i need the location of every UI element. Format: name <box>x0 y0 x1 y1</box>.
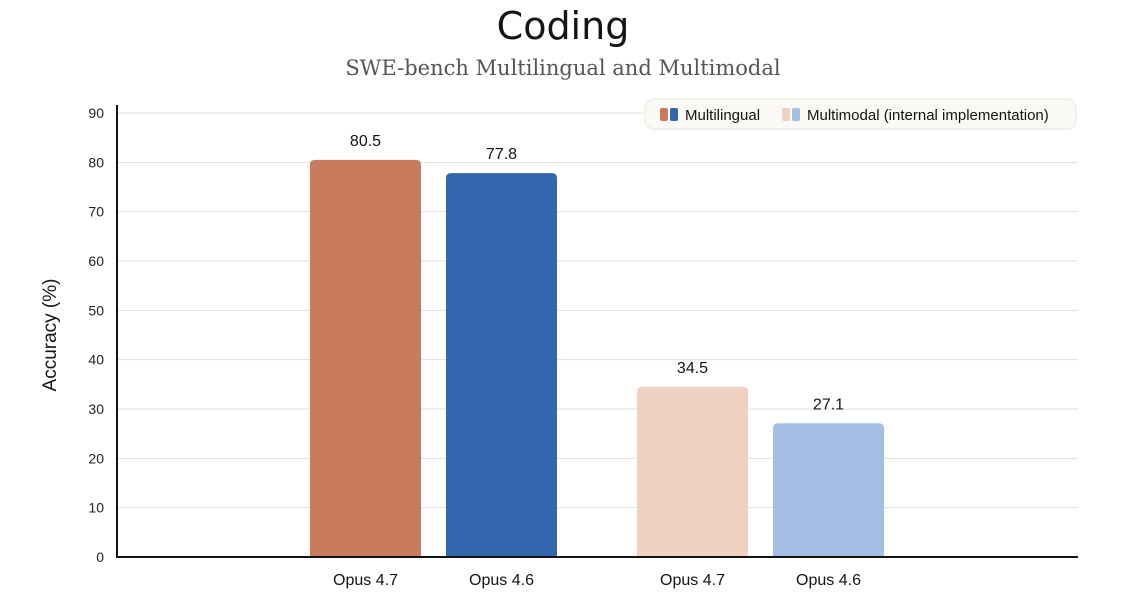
y-tick-label: 10 <box>88 500 104 516</box>
data-label: 80.5 <box>350 133 381 150</box>
y-tick-label: 40 <box>88 352 104 368</box>
legend <box>644 98 1077 130</box>
y-tick-label: 50 <box>88 302 104 318</box>
legend-swatch <box>782 108 790 121</box>
y-axis-label: Accuracy (%) <box>40 279 61 392</box>
legend-label: Multilingual <box>685 107 760 124</box>
bar <box>773 423 884 557</box>
x-tick-label: Opus 4.6 <box>469 572 534 589</box>
data-label: 77.8 <box>486 146 517 163</box>
legend-swatch <box>792 108 800 121</box>
data-label: 27.1 <box>813 396 844 413</box>
chart-title: Coding <box>496 4 630 48</box>
y-tick-label: 30 <box>88 401 104 417</box>
y-tick-label: 70 <box>88 204 104 220</box>
x-tick-label: Opus 4.7 <box>333 572 398 589</box>
data-label: 34.5 <box>677 360 708 377</box>
x-tick-label: Opus 4.7 <box>660 572 725 589</box>
y-tick-label: 0 <box>96 549 104 565</box>
bar <box>310 159 421 557</box>
y-tick-label: 90 <box>88 105 104 121</box>
legend-swatch <box>670 108 678 121</box>
y-tick-label: 60 <box>88 253 104 269</box>
bar <box>446 173 557 558</box>
legend-swatch <box>660 108 668 121</box>
legend-label: Multimodal (internal implementation) <box>807 107 1049 124</box>
chart-subtitle: SWE-bench Multilingual and Multimodal <box>345 56 781 80</box>
y-tick-label: 20 <box>88 450 104 466</box>
bar <box>637 386 748 557</box>
y-tick-label: 80 <box>88 154 104 170</box>
x-tick-label: Opus 4.6 <box>796 572 861 589</box>
